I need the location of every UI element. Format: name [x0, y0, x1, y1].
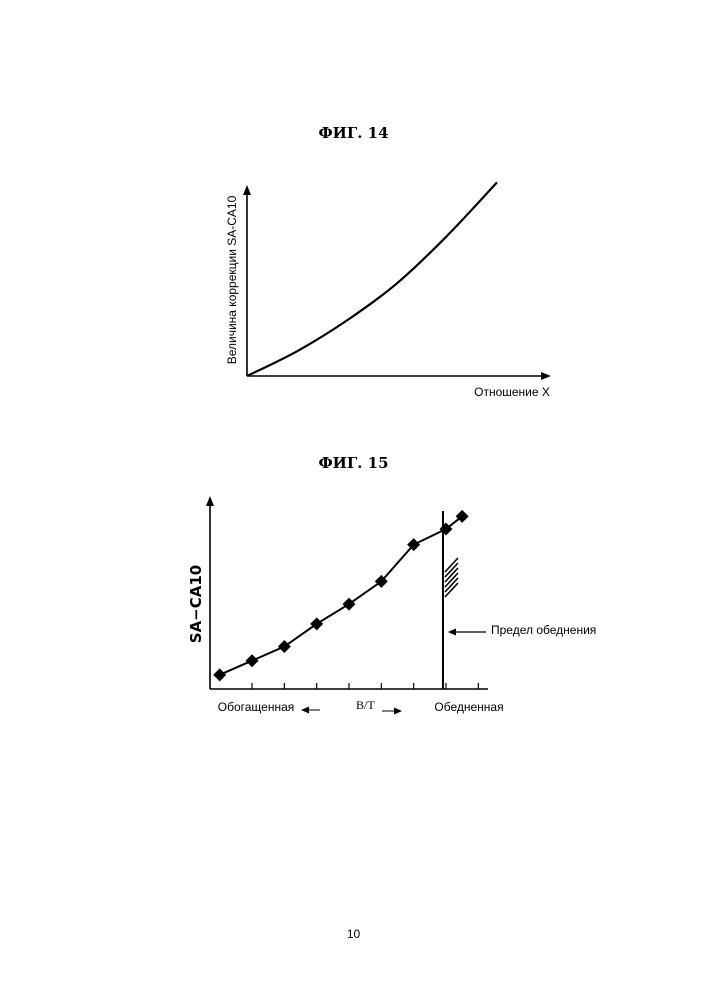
fig15-x-label-bt: B/T: [356, 698, 375, 712]
fig15-ticks: [252, 683, 478, 689]
data-point-3: [278, 640, 291, 653]
lean-limit-annotation: Предел обеднения: [491, 623, 596, 637]
fig15-y-label: SA−CA10: [187, 565, 205, 643]
data-point-5: [343, 598, 356, 611]
figure-15-chart: SA−CA10 Обогащенная B/T Обедненная Преде…: [187, 501, 596, 714]
fig15-series-line: [220, 516, 462, 675]
data-point-1: [213, 668, 226, 681]
data-point-2: [246, 654, 259, 667]
lean-limit-hatching: [445, 558, 458, 597]
fig14-curve: [247, 182, 497, 376]
fig15-x-label-lean: Обедненная: [434, 700, 503, 714]
fig15-x-label-rich: Обогащенная: [218, 700, 295, 714]
data-point-4: [310, 617, 323, 630]
fig14-y-label: Величина коррекции SA-CA10: [225, 195, 239, 364]
fig14-x-label: Отношение X: [474, 385, 550, 399]
figure-14-chart: Величина коррекции SA-CA10 Отношение X: [225, 182, 550, 399]
page-number: 10: [0, 927, 707, 941]
